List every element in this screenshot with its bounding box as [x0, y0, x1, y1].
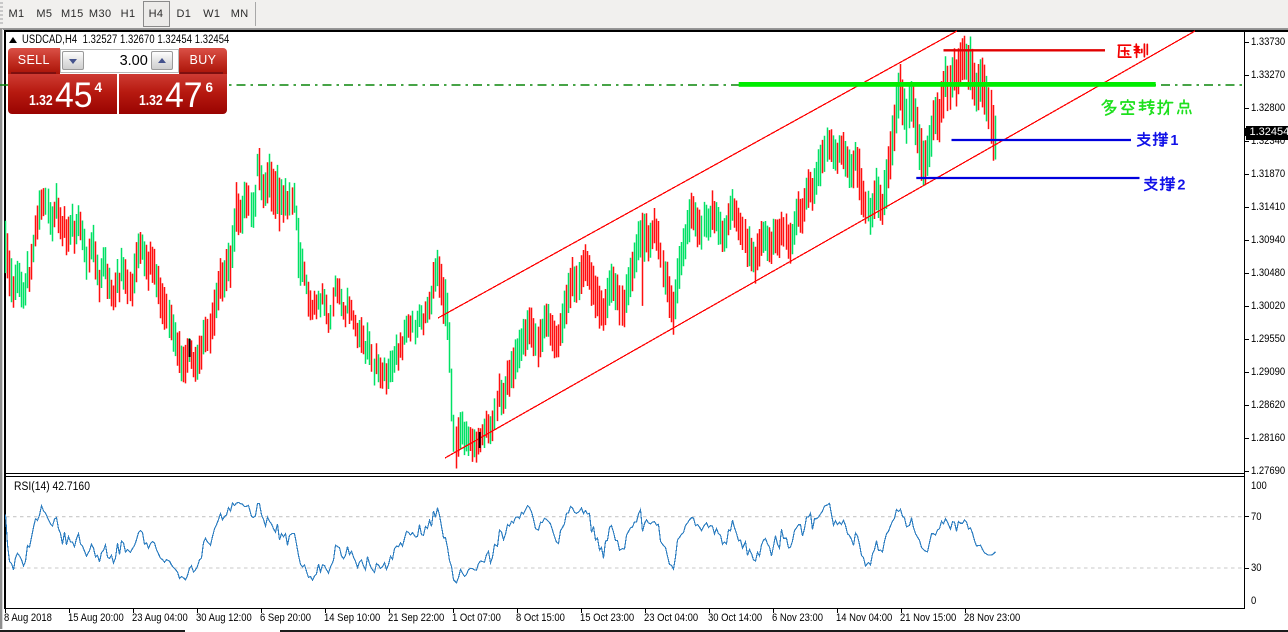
svg-text:1: 1: [1170, 133, 1178, 149]
svg-text:2: 2: [1177, 178, 1185, 194]
